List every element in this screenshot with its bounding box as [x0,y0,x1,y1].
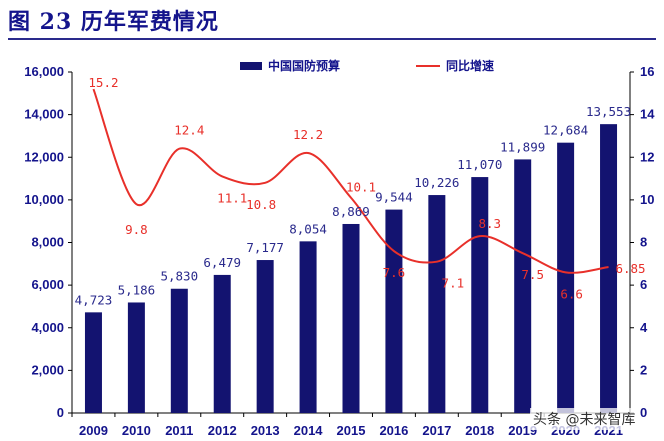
y-left-tick-label: 0 [57,405,64,420]
y-right-tick-label: 16 [640,64,654,79]
line-value-label: 12.4 [174,123,204,138]
axes: 0 2,000 4,000 6,000 8,000 10,000 12,000 14,000 1… [24,64,655,438]
bar-value-label: 8,869 [332,204,370,219]
bar [514,159,532,413]
legend-label-line: 同比增速 [446,58,494,73]
x-tick-label: 2009 [79,423,108,438]
y-left-tick-label: 10,000 [24,192,64,207]
bar [600,124,618,414]
bar [84,312,102,413]
line-value-label: 9.8 [125,222,148,237]
x-tick-label: 2016 [379,423,408,438]
line-value-label: 7.5 [521,267,544,282]
bar [213,274,231,413]
bar-value-label: 8,054 [289,221,327,236]
bar-series [84,124,618,414]
x-tick-label: 2010 [122,423,151,438]
y-right-tick-label: 2 [640,362,647,377]
bar [170,288,188,413]
legend: 中国国防预算 同比增速 [240,58,494,73]
growth-line [92,88,609,274]
y-right-tick-label: 8 [640,235,647,250]
y-right-tick-label: 10 [640,192,654,207]
line-series [92,88,609,274]
bar-value-label: 13,553 [586,104,631,119]
legend-label-bar: 中国国防预算 [268,58,340,73]
bar-value-label: 6,479 [203,255,241,270]
y-left-tick-label: 16,000 [24,64,64,79]
line-value-label: 7.1 [442,276,465,291]
bar [299,241,317,413]
bar [127,302,145,413]
y-right-tick-label: 14 [640,107,655,122]
bar-value-label: 9,544 [375,190,413,205]
line-value-label: 10.8 [246,197,276,212]
bar [428,195,446,413]
y-right-tick-label: 6 [640,277,647,292]
bar-value-label: 11,899 [500,139,545,154]
bar-value-label: 4,723 [75,292,113,307]
line-value-label: 6.85 [615,261,645,276]
watermark: 头条 @未来智库 [530,408,639,430]
x-tick-label: 2012 [208,423,237,438]
x-tick-label: 2011 [165,423,193,438]
bar [557,142,575,414]
bar [342,223,360,413]
x-tick-label: 2015 [337,423,366,438]
y-right-tick-label: 0 [640,405,647,420]
y-right-tick-label: 4 [640,320,648,335]
line-value-label: 12.2 [293,127,323,142]
x-tick-label: 2019 [508,423,537,438]
line-value-label: 10.1 [346,180,376,195]
bar [385,209,403,413]
data-labels: 4,723 5,186 5,830 6,479 7,177 8,054 8,869 9,544… [75,75,646,307]
y-left-tick-label: 14,000 [24,107,64,122]
bar-value-label: 12,684 [543,123,588,138]
bar-value-label: 5,186 [118,282,156,297]
line-value-label: 7.6 [383,265,406,280]
line-value-label: 15.2 [88,75,118,90]
x-tick-label: 2018 [465,423,494,438]
x-tick-label: 2017 [422,423,451,438]
title-divider [8,38,656,40]
bar-value-label: 7,177 [246,240,284,255]
bar-value-label: 10,226 [414,175,459,190]
y-left-tick-label: 6,000 [31,277,64,292]
y-left-tick-label: 4,000 [31,320,64,335]
x-tick-label: 2013 [251,423,280,438]
chart-title: 图 23 历年军费情况 [8,9,219,35]
line-value-label: 6.6 [560,286,583,301]
bar-value-label: 11,070 [457,157,502,172]
bar [256,260,274,413]
y-left-tick-label: 2,000 [31,362,64,377]
y-right-tick-label: 12 [640,149,654,164]
x-tick-label: 2014 [294,423,324,438]
legend-swatch-bar [240,62,262,70]
line-value-label: 11.1 [217,190,247,205]
bar [471,177,489,413]
line-value-label: 8.3 [478,216,501,231]
y-left-tick-label: 8,000 [31,235,64,250]
y-left-tick-label: 12,000 [24,149,64,164]
bar-value-label: 5,830 [160,269,198,284]
